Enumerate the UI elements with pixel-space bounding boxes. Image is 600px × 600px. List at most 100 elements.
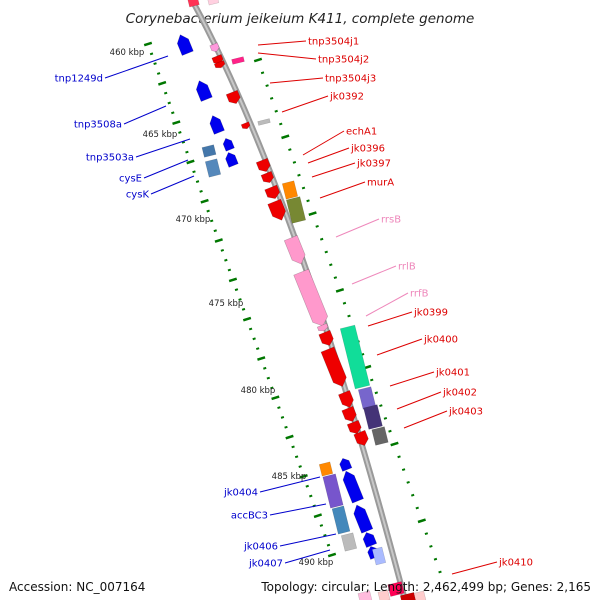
scale-tick-inner bbox=[263, 366, 267, 370]
gene-arrow bbox=[342, 470, 364, 504]
gene-block bbox=[186, 0, 200, 8]
gene-label: cysE bbox=[119, 174, 142, 185]
scale-tick-outer bbox=[269, 96, 274, 100]
scale-tick-inner bbox=[157, 80, 167, 86]
gene-arrow bbox=[255, 157, 271, 172]
leader-line bbox=[451, 561, 498, 575]
scale-tick-inner bbox=[266, 376, 271, 380]
scale-tick-outer bbox=[333, 276, 338, 280]
gene-label: cysK bbox=[126, 190, 150, 201]
scale-tick-inner bbox=[186, 159, 195, 165]
gene-label: jk0406 bbox=[243, 542, 278, 553]
scale-label: 480 kbp bbox=[241, 386, 276, 396]
gene-block bbox=[413, 590, 427, 600]
gene-arrow bbox=[176, 34, 194, 56]
gene-block bbox=[357, 590, 373, 600]
scale-label: 490 kbp bbox=[299, 558, 334, 568]
gene-block bbox=[322, 473, 344, 509]
gene-arrow bbox=[293, 268, 328, 327]
scale-tick-inner bbox=[280, 416, 285, 419]
gene-label: jk0407 bbox=[248, 559, 283, 570]
gene-block bbox=[371, 546, 387, 566]
scale-tick-outer bbox=[253, 57, 263, 63]
gene-arrow bbox=[209, 42, 220, 53]
leader-line bbox=[281, 95, 329, 113]
scale-tick-inner bbox=[252, 337, 256, 341]
scale-tick-inner bbox=[199, 190, 203, 193]
scale-tick-outer bbox=[315, 224, 319, 228]
scale-tick-inner bbox=[327, 552, 337, 558]
gene-block bbox=[339, 324, 371, 390]
topology-text: Topology: circular; Length: 2,462,499 bp… bbox=[261, 580, 591, 594]
scale-tick-inner bbox=[270, 386, 274, 390]
leader-line bbox=[403, 410, 448, 429]
scale-tick-inner bbox=[143, 41, 153, 47]
gene-arrow bbox=[353, 504, 374, 534]
gene-arrow bbox=[362, 532, 378, 548]
gene-label: tnp3508a bbox=[74, 120, 122, 131]
leader-line bbox=[351, 265, 397, 285]
scale-tick-inner bbox=[291, 445, 295, 449]
leader-line bbox=[150, 175, 195, 195]
gene-arrow bbox=[240, 121, 251, 130]
gene-label: tnp3504j1 bbox=[308, 37, 359, 48]
leader-line bbox=[279, 533, 337, 547]
scale-tick-outer bbox=[417, 518, 426, 524]
leader-line bbox=[259, 476, 321, 493]
scale-label: 485 kbp bbox=[272, 472, 307, 482]
scale-tick-inner bbox=[220, 248, 225, 252]
scale-tick-inner bbox=[305, 484, 309, 488]
scale-tick-inner bbox=[298, 465, 302, 468]
gene-arrow bbox=[353, 429, 369, 446]
scale-tick-inner bbox=[192, 170, 196, 174]
scale-tick-outer bbox=[433, 557, 438, 561]
scale-tick-inner bbox=[213, 229, 217, 233]
leader-line bbox=[335, 218, 380, 238]
leader-line bbox=[365, 292, 409, 317]
scale-tick-outer bbox=[397, 455, 401, 459]
scale-tick-inner bbox=[181, 140, 186, 144]
scale-tick-inner bbox=[277, 406, 281, 409]
leader-line bbox=[257, 52, 317, 60]
gene-label: jk0392 bbox=[329, 92, 364, 103]
scale-label: 460 kbp bbox=[110, 48, 145, 58]
scale-tick-inner bbox=[309, 494, 313, 498]
gene-block bbox=[257, 118, 271, 126]
gene-arrow bbox=[260, 170, 275, 183]
gene-features bbox=[176, 0, 427, 600]
leader-line bbox=[269, 503, 327, 516]
scale-tick-inner bbox=[224, 258, 228, 262]
gene-label: tnp3504j3 bbox=[325, 74, 376, 85]
gene-label: jk0397 bbox=[356, 159, 391, 170]
scale-tick-inner bbox=[172, 120, 181, 126]
gene-label: jk0400 bbox=[423, 335, 458, 346]
label-leader-lines bbox=[104, 40, 498, 575]
scale-tick-inner bbox=[206, 209, 210, 213]
scale-ticks bbox=[143, 41, 442, 574]
gene-block bbox=[204, 158, 222, 178]
leader-line bbox=[135, 138, 191, 158]
gene-label: jk0396 bbox=[350, 144, 385, 155]
gene-label: tnp1249d bbox=[55, 74, 103, 85]
gene-block bbox=[331, 505, 351, 535]
scale-tick-outer bbox=[281, 134, 290, 140]
gene-arrow bbox=[316, 322, 329, 332]
scale-tick-outer bbox=[401, 468, 406, 472]
gene-label: jk0410 bbox=[498, 558, 533, 569]
gene-arrow bbox=[339, 458, 353, 472]
gene-label: tnp3503a bbox=[86, 153, 134, 164]
scale-tick-inner bbox=[299, 473, 308, 479]
gene-label: rrfB bbox=[410, 289, 429, 300]
scale-labels: 460 kbp 465 kbp 470 kbp 475 kbp 480 kbp 485 k… bbox=[110, 48, 334, 568]
map-title: Corynebacterium jeikeium K411, complete … bbox=[126, 11, 475, 27]
leader-line bbox=[257, 40, 307, 46]
gene-label: jk0402 bbox=[442, 388, 477, 399]
scale-tick-inner bbox=[171, 111, 175, 115]
scale-tick-outer bbox=[319, 237, 324, 241]
gene-label: jk0404 bbox=[223, 488, 258, 499]
scale-tick-outer bbox=[306, 199, 310, 203]
scale-tick-outer bbox=[260, 71, 265, 75]
gene-arrow bbox=[264, 184, 281, 199]
scale-tick-outer bbox=[424, 532, 429, 536]
leader-line bbox=[376, 338, 423, 356]
